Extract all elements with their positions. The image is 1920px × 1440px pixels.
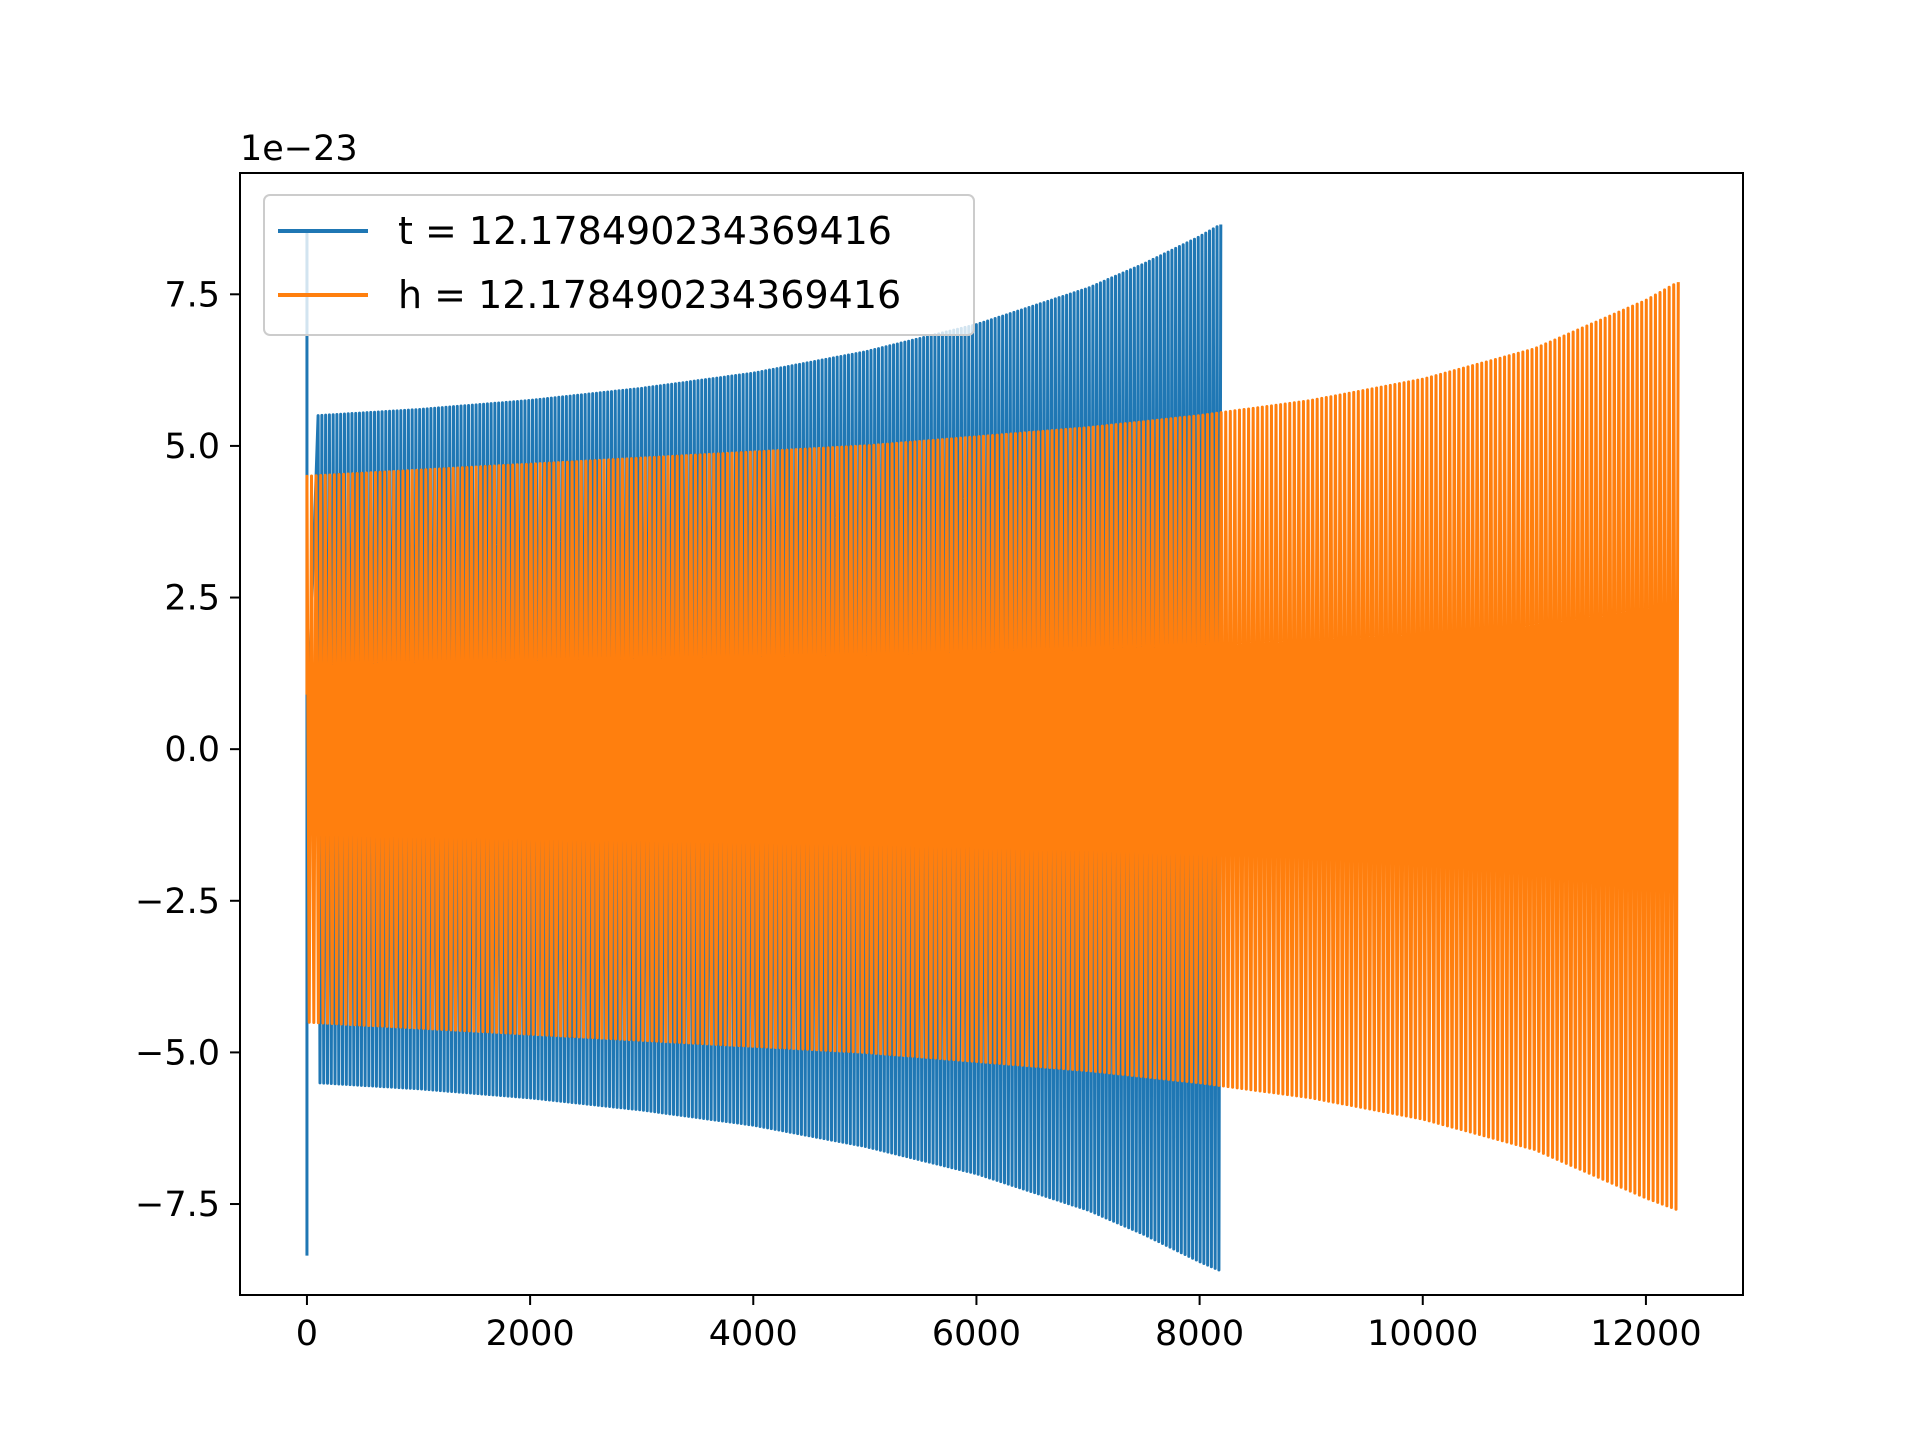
plot-area (305, 224, 1680, 1272)
x-tick-label: 4000 (709, 1314, 798, 1354)
legend-label: h = 12.178490234369416 (398, 273, 901, 317)
y-axis: 7.5 5.0 2.5 0.0 −2.5 −5.0 −7.5 (135, 275, 240, 1225)
x-tick-label: 10000 (1367, 1314, 1478, 1354)
legend: t = 12.178490234369416 h = 12.17849023436… (263, 194, 975, 336)
x-tick-label: 0 (296, 1314, 318, 1354)
series-line (305, 282, 1680, 1211)
x-axis: 0 2000 4000 6000 8000 10000 12000 (296, 1295, 1702, 1354)
series-h (305, 282, 1680, 1211)
axes-frame (239, 172, 1744, 1296)
legend-label: t = 12.178490234369416 (398, 209, 892, 253)
y-tick-label: 2.5 (164, 579, 220, 619)
x-tick-label: 6000 (932, 1314, 1021, 1354)
y-tick-label: 0.0 (164, 730, 220, 770)
y-tick-label: 7.5 (164, 275, 220, 315)
y-tick-label: −5.0 (135, 1033, 220, 1073)
y-tick-label: 5.0 (164, 427, 220, 467)
series-layer (305, 224, 1680, 1272)
y-tick-label: −2.5 (135, 882, 220, 922)
y-axis-offset-label: 1e−23 (240, 129, 358, 169)
x-tick-label: 8000 (1155, 1314, 1244, 1354)
x-tick-label: 2000 (486, 1314, 575, 1354)
y-tick-label: −7.5 (135, 1185, 220, 1225)
x-tick-label: 12000 (1590, 1314, 1701, 1354)
legend-box (263, 194, 975, 336)
